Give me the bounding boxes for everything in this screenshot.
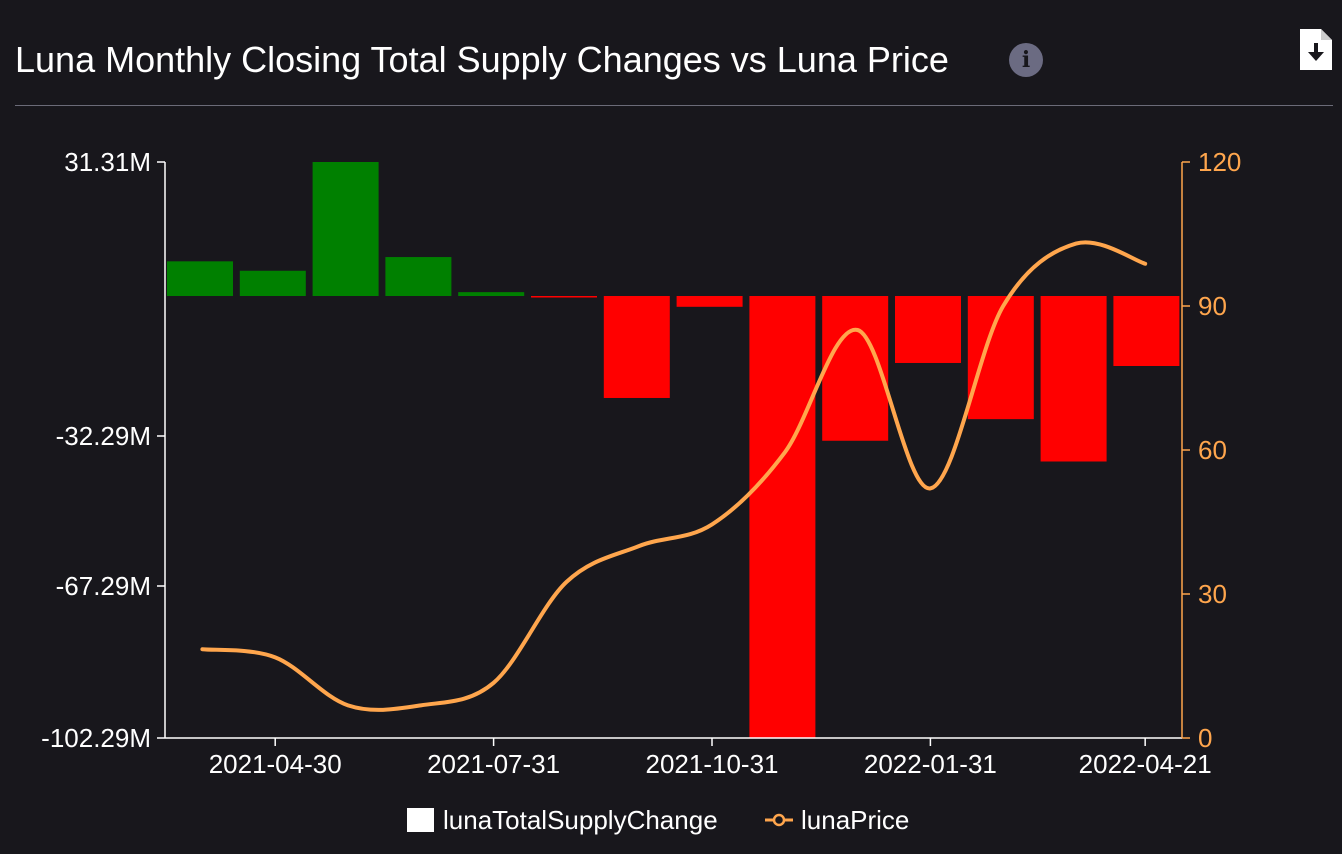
- left-y-axis: 31.31M -32.29M -67.29M -102.29M: [41, 147, 166, 753]
- info-icon[interactable]: i: [1009, 43, 1043, 77]
- x-axis-tick-label: 2022-04-21: [1079, 749, 1212, 779]
- supply-change-bar: [385, 257, 452, 296]
- supply-change-bar: [167, 261, 233, 296]
- right-axis-tick-label: 120: [1198, 147, 1241, 177]
- x-axis-tick-label: 2022-01-31: [864, 749, 997, 779]
- legend-swatch-price-marker: [772, 813, 786, 827]
- legend-label-price: lunaPrice: [801, 805, 909, 835]
- right-axis-tick-label: 60: [1198, 435, 1227, 465]
- supply-change-bar: [1113, 296, 1180, 367]
- luna-price-line: [200, 240, 1148, 712]
- supply-change-bar: [967, 296, 1034, 420]
- x-axis: 2021-04-30 2021-07-31 2021-10-31 2022-01-31…: [165, 737, 1212, 779]
- download-file-icon[interactable]: [1297, 28, 1335, 72]
- supply-change-bar: [239, 270, 306, 296]
- x-axis-tick-label: 2021-07-31: [427, 749, 560, 779]
- supply-change-bar: [749, 296, 816, 738]
- supply-change-bar: [531, 296, 597, 298]
- right-axis-tick-label: 0: [1198, 723, 1212, 753]
- supply-change-bars: [167, 162, 1180, 738]
- supply-change-bar: [1040, 296, 1107, 462]
- left-axis-tick-label: -67.29M: [56, 571, 151, 601]
- left-axis-tick-label: 31.31M: [64, 147, 151, 177]
- chart-title: Luna Monthly Closing Total Supply Change…: [15, 39, 949, 80]
- legend-label-supply: lunaTotalSupplyChange: [443, 805, 718, 835]
- right-axis-tick-label: 90: [1198, 291, 1227, 321]
- right-y-axis: 0 30 60 90 120: [1181, 147, 1241, 753]
- panel-header: Luna Monthly Closing Total Supply Change…: [15, 29, 1333, 106]
- supply-change-bar: [676, 296, 743, 307]
- left-axis-tick-label: -32.29M: [56, 421, 151, 451]
- supply-change-bar: [895, 296, 961, 363]
- legend-swatch-supply: [407, 808, 434, 832]
- supply-change-bar: [603, 296, 670, 398]
- x-axis-tick-label: 2021-04-30: [209, 749, 342, 779]
- right-axis-tick-label: 30: [1198, 579, 1227, 609]
- supply-change-bar: [312, 162, 379, 296]
- legend: lunaTotalSupplyChange lunaPrice: [407, 805, 909, 835]
- supply-change-bar: [458, 292, 525, 296]
- supply-change-bar: [822, 296, 889, 441]
- x-axis-tick-label: 2021-10-31: [646, 749, 779, 779]
- left-axis-tick-label: -102.29M: [41, 723, 151, 753]
